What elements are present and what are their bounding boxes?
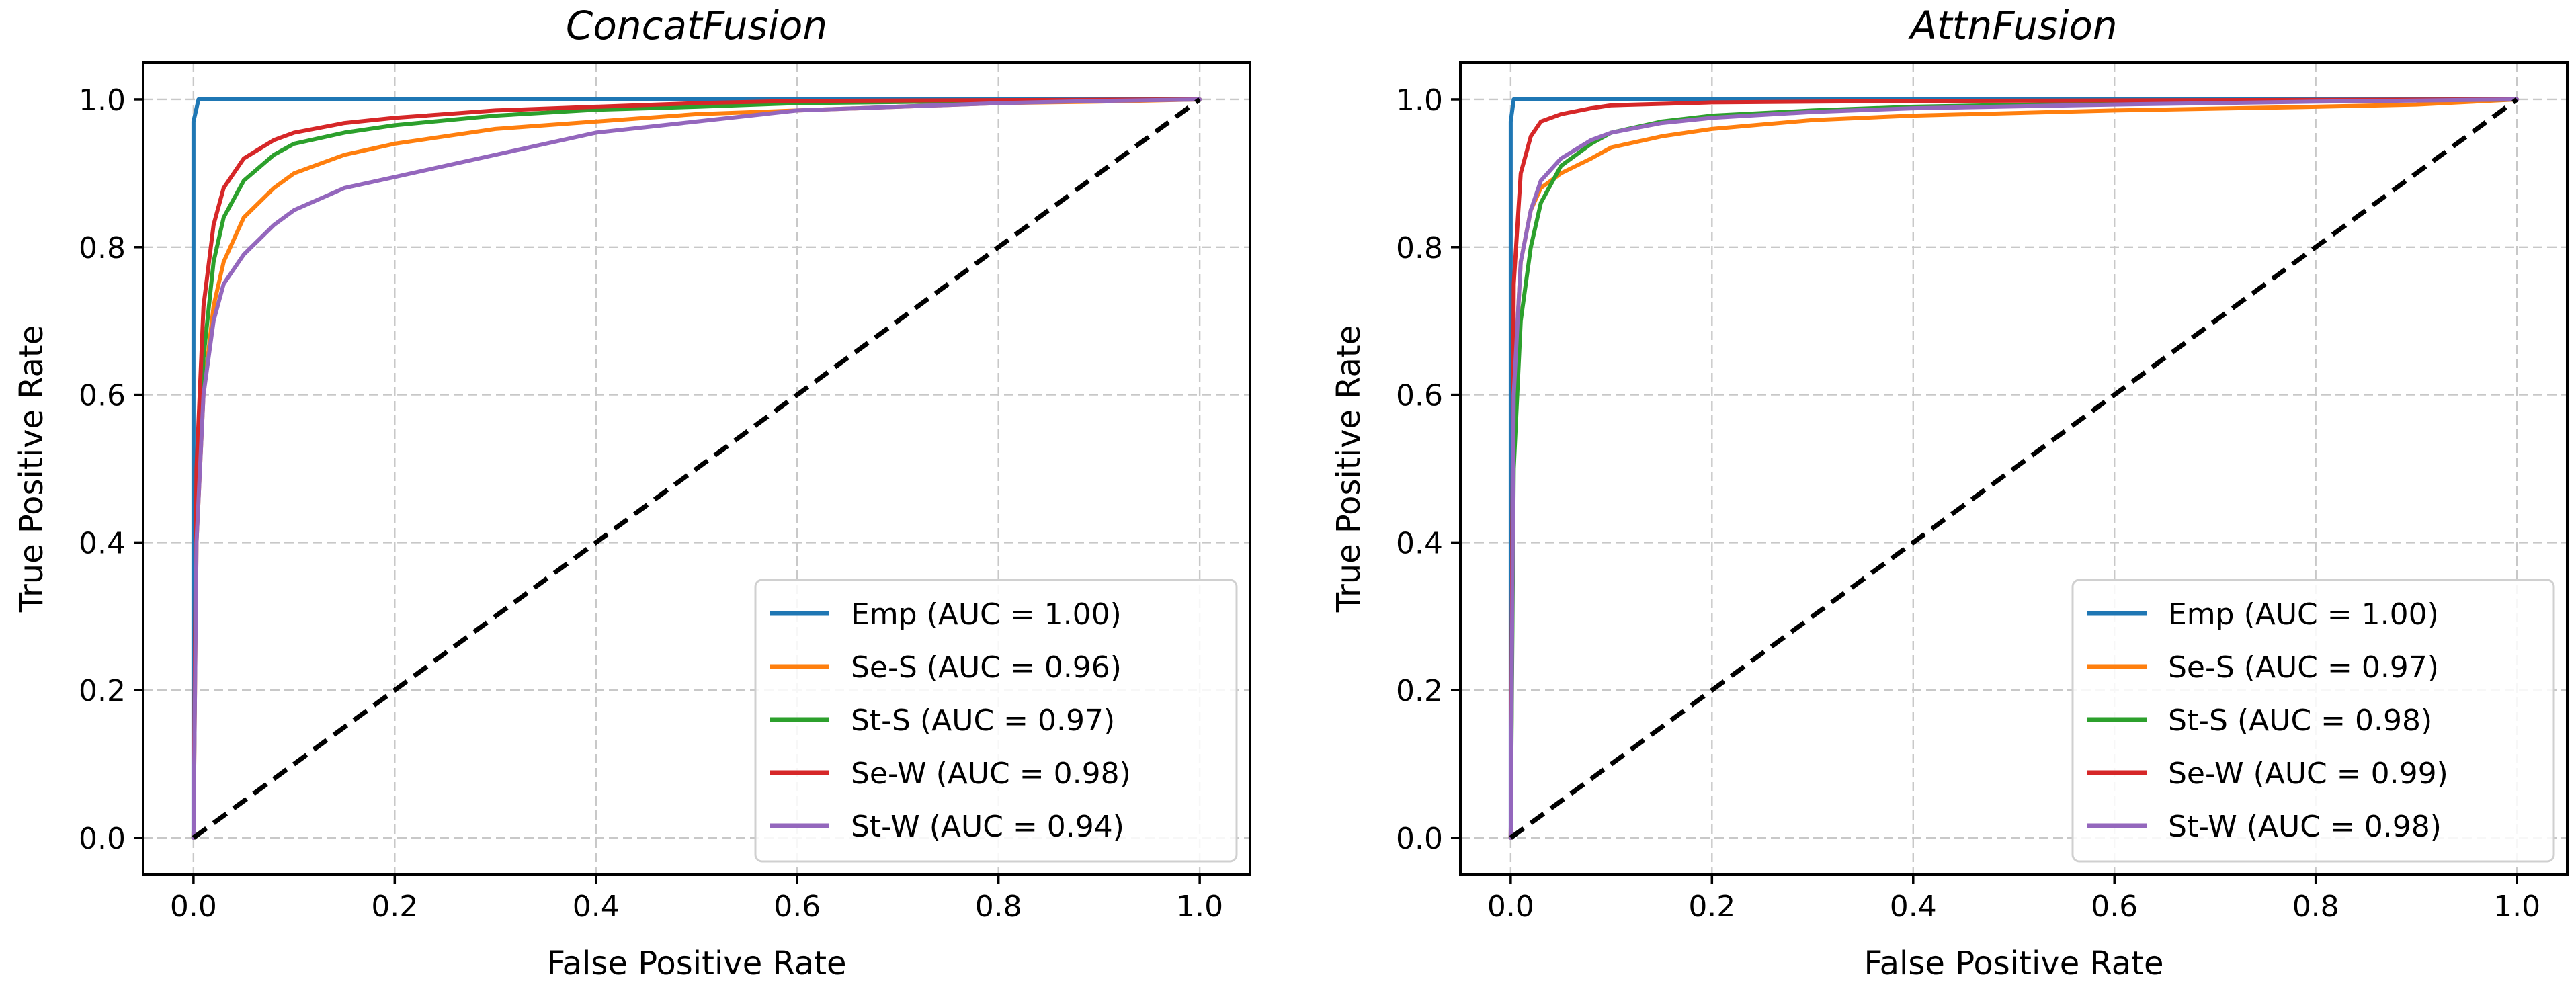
legend-label: Se-W (AUC = 0.99) bbox=[2168, 757, 2448, 791]
y-tick-label: 0.0 bbox=[79, 822, 126, 856]
series-line-se-w bbox=[1508, 97, 2520, 840]
series-line-st-w bbox=[191, 97, 1202, 840]
chart-panel-2: 0.0 0.2 0.4 0.6 0.8 1.0 0.0 0.2 0.4 0.6 0.8 1.0 Attn… bbox=[1330, 3, 2569, 982]
x-tick-label: 0.6 bbox=[774, 890, 821, 924]
x-tick-label: 0.4 bbox=[573, 890, 620, 924]
x-tick-label: 1.0 bbox=[2493, 890, 2540, 924]
legend: Emp (AUC = 1.00) Se-S (AUC = 0.96) St-S (A… bbox=[754, 579, 1238, 863]
x-tick-label: 0.0 bbox=[1487, 890, 1534, 924]
series-line-se-w bbox=[191, 97, 1202, 840]
series-line-st-w bbox=[1508, 97, 2520, 840]
y-tick-label: 1.0 bbox=[1396, 83, 1443, 118]
x-tick-label: 0.0 bbox=[170, 890, 217, 924]
legend-label: Emp (AUC = 1.00) bbox=[2168, 597, 2439, 632]
chance-diagonal-line bbox=[1509, 97, 2519, 840]
chart-title: AttnFusion bbox=[1907, 3, 2117, 48]
plot-frame bbox=[142, 61, 1251, 876]
series-group bbox=[1508, 97, 2520, 840]
chance-diagonal-line bbox=[192, 97, 1202, 840]
y-tick-label: 0.4 bbox=[1396, 526, 1443, 560]
y-tick-label: 0.8 bbox=[79, 231, 126, 265]
plot-frame bbox=[1459, 61, 2569, 876]
y-axis-label: True Positive Rate bbox=[13, 325, 50, 613]
x-tick-label: 0.6 bbox=[2091, 890, 2138, 924]
series-line-emp bbox=[191, 97, 1202, 840]
grid bbox=[143, 62, 1250, 875]
legend-label: Se-S (AUC = 0.96) bbox=[851, 650, 1122, 685]
legend-label: Se-W (AUC = 0.98) bbox=[851, 757, 1131, 791]
legend-label: St-S (AUC = 0.98) bbox=[2168, 703, 2432, 738]
x-tick-label: 0.8 bbox=[2292, 890, 2339, 924]
series-group bbox=[191, 97, 1202, 840]
chart-panel-1: 0.0 0.2 0.4 0.6 0.8 1.0 0.0 0.2 0.4 0.6 0.8 1.0 Conc… bbox=[13, 3, 1251, 982]
x-axis-label: False Positive Rate bbox=[1864, 945, 2163, 982]
x-tick-label: 1.0 bbox=[1176, 890, 1223, 924]
x-tick-label: 0.2 bbox=[371, 890, 418, 924]
series-line-st-s bbox=[191, 97, 1202, 840]
y-tick-label: 0.4 bbox=[79, 526, 126, 560]
y-tick-label: 0.8 bbox=[1396, 231, 1443, 265]
y-axis-label: True Positive Rate bbox=[1330, 325, 1368, 613]
legend-box bbox=[2071, 579, 2555, 863]
y-tick-label: 0.2 bbox=[79, 674, 126, 708]
x-tick-label: 0.8 bbox=[975, 890, 1022, 924]
y-tick-label: 0.2 bbox=[1396, 674, 1443, 708]
y-tick-label: 0.0 bbox=[1396, 822, 1443, 856]
legend-label: Se-S (AUC = 0.97) bbox=[2168, 650, 2439, 685]
legend-label: St-S (AUC = 0.97) bbox=[851, 703, 1115, 738]
y-tick-label: 0.6 bbox=[79, 379, 126, 413]
legend-box bbox=[754, 579, 1238, 863]
x-axis-label: False Positive Rate bbox=[546, 945, 846, 982]
legend: Emp (AUC = 1.00) Se-S (AUC = 0.97) St-S (A… bbox=[2071, 579, 2555, 863]
x-tick-label: 0.2 bbox=[1688, 890, 1735, 924]
y-tick-label: 1.0 bbox=[79, 83, 126, 118]
x-tick-label: 0.4 bbox=[1890, 890, 1937, 924]
legend-label: Emp (AUC = 1.00) bbox=[851, 597, 1122, 632]
legend-label: St-W (AUC = 0.94) bbox=[851, 810, 1124, 844]
legend-label: St-W (AUC = 0.98) bbox=[2168, 810, 2442, 844]
y-tick-label: 0.6 bbox=[1396, 379, 1443, 413]
chart-title: ConcatFusion bbox=[566, 3, 827, 48]
